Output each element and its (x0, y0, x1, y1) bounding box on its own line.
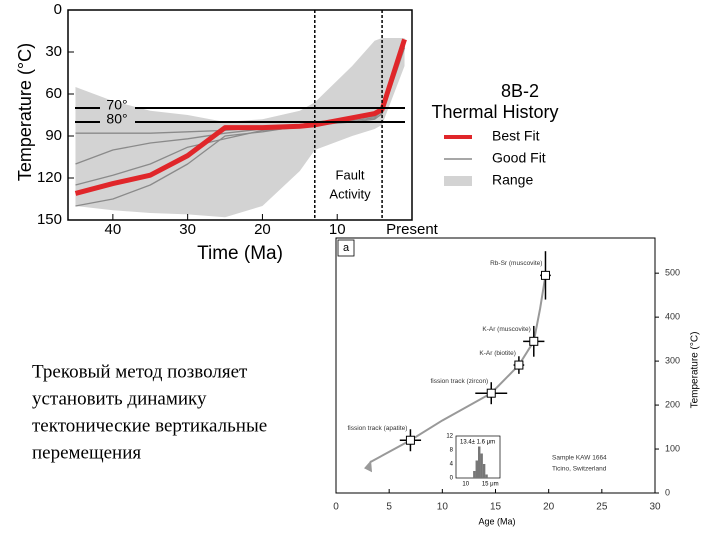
inset-x-tick-label: 15 μm (482, 482, 499, 488)
inset-x-tick-label: 10 (462, 482, 469, 488)
panel-label-box (337, 239, 355, 257)
x-tick-label: 40 (105, 221, 122, 238)
legend-label: Good Fit (492, 150, 546, 166)
reference-label: 70° (106, 97, 127, 113)
histogram-bar (478, 446, 481, 478)
point-label: Rb-Sr (muscovite) (490, 260, 542, 267)
legend-label: Range (492, 172, 533, 188)
body-text: тектонические вертикальные (32, 415, 267, 436)
y2-tick-label: 100 (665, 443, 680, 453)
x-tick-label: Present (386, 221, 439, 238)
histogram-bar (482, 464, 486, 478)
reference-label: 80° (106, 111, 127, 127)
point-label: fission track (apatite) (347, 425, 407, 432)
y-axis-title: Temperature (°C) (15, 43, 35, 181)
annotation: Fault (336, 167, 365, 182)
plot-frame (67, 9, 413, 221)
panel-label: a (343, 242, 350, 254)
body-text: Трековый метод позволяет (32, 361, 248, 382)
y2-tick-label: 500 (665, 268, 680, 278)
x-tick-label: 5 (386, 502, 392, 513)
y2-tick-label: 400 (665, 312, 680, 322)
point-label: K-Ar (biotite) (479, 350, 515, 357)
y-tick-label: 120 (37, 169, 62, 186)
point-label: fission track (zircon) (430, 378, 488, 385)
chart-subtitle: Thermal History (431, 102, 558, 122)
data-point (486, 388, 496, 398)
x-axis-title: Age (Ma) (478, 516, 515, 526)
y-axis-title: Temperature (°C) (690, 332, 701, 409)
histogram-bar (485, 474, 488, 478)
histogram-bar (480, 453, 483, 478)
y2-tick-label: 0 (665, 487, 670, 497)
y-tick-label: 60 (45, 85, 62, 102)
y2-tick-label: 200 (665, 399, 680, 409)
y2-tick-label: 300 (665, 355, 680, 365)
x-tick-label: 10 (329, 221, 346, 238)
inset-y-tick-label: 12 (446, 434, 453, 440)
x-tick-label: 10 (437, 502, 449, 513)
sample-label: Sample KAW 1664 (552, 455, 607, 462)
histogram-bar (473, 471, 476, 478)
data-point (405, 435, 415, 445)
y-tick-label: 90 (45, 127, 62, 144)
x-tick-label: 15 (490, 502, 502, 513)
legend-label: Best Fit (492, 128, 540, 144)
point-label: K-Ar (muscovite) (482, 326, 530, 333)
x-tick-label: 25 (596, 502, 608, 513)
chart-title: 8B-2 (501, 81, 539, 101)
legend-swatch (444, 176, 472, 186)
y-tick-label: 150 (37, 211, 62, 228)
x-tick-label: 0 (333, 502, 339, 513)
data-point (540, 270, 550, 280)
data-point (529, 336, 539, 346)
body-text: перемещения (32, 442, 141, 463)
best-fit-line (74, 38, 407, 196)
x-tick-label: 30 (179, 221, 196, 238)
x-tick-label: 30 (649, 502, 661, 513)
sample-label: Ticino, Switzerland (552, 466, 607, 473)
x-axis-title: Time (Ma) (197, 243, 283, 264)
inset-y-tick-label: 8 (450, 448, 454, 454)
annotation: Activity (329, 186, 371, 201)
cooling-curve (369, 275, 547, 464)
y-tick-label: 30 (45, 43, 62, 60)
inset-label: 13.4± 1.6 μm (460, 440, 495, 446)
inset-y-tick-label: 0 (450, 476, 454, 482)
data-point (514, 360, 524, 370)
histogram-bar (475, 460, 478, 478)
y-tick-label: 0 (54, 1, 62, 18)
body-text: установить динамику (32, 388, 207, 409)
inset-y-tick-label: 4 (450, 462, 454, 468)
curve-arrow (364, 452, 379, 473)
x-tick-label: 20 (543, 502, 555, 513)
x-tick-label: 20 (254, 221, 271, 238)
